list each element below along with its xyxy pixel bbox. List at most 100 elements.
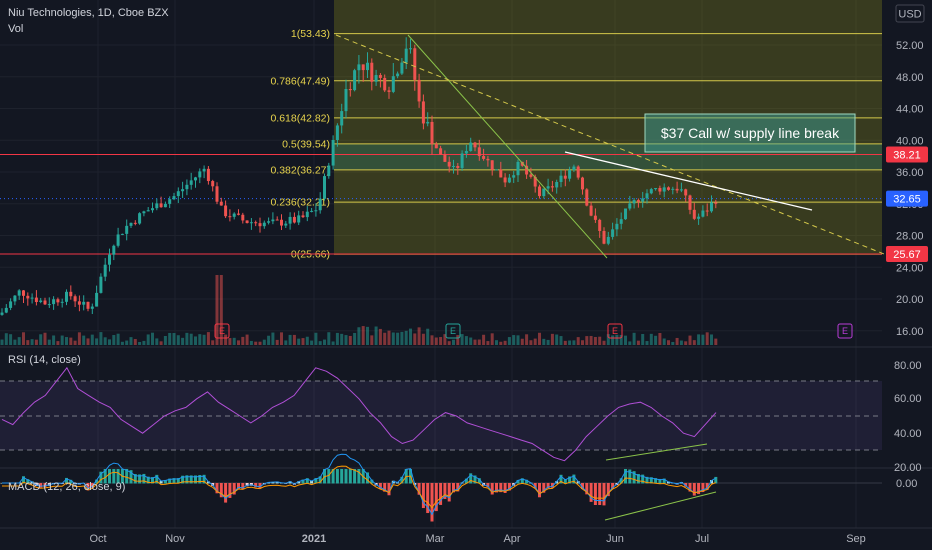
macd-bar <box>624 469 627 484</box>
macd-bar <box>288 481 292 484</box>
fib-level-label: 0.236(32.21) <box>270 197 330 209</box>
macd-bar <box>542 483 546 493</box>
volume-bar <box>520 338 524 345</box>
volume-bar <box>211 340 215 345</box>
volume-bar <box>512 335 516 345</box>
candle-body <box>125 225 129 234</box>
macd-bar <box>581 483 584 490</box>
candle-body <box>22 290 25 296</box>
volume-bar <box>602 340 606 345</box>
volume-bar <box>400 331 404 345</box>
macd-bar <box>327 469 331 484</box>
rsi-tick: 40.00 <box>894 428 922 440</box>
annotation-box[interactable] <box>644 113 856 153</box>
volume-bar <box>568 340 572 345</box>
fib-level-label: 0.5(39.54) <box>282 138 330 150</box>
candle-body <box>77 301 81 305</box>
candle-body <box>383 77 387 91</box>
volume-bar <box>542 338 546 345</box>
macd-bar <box>447 483 451 502</box>
currency-button[interactable] <box>895 4 925 23</box>
candle-body <box>133 222 137 224</box>
macd-bar <box>258 483 262 489</box>
volume-bar <box>581 340 584 345</box>
candle-body <box>142 211 146 214</box>
candle-body <box>163 203 167 208</box>
volume-bars <box>0 275 718 345</box>
volume-bar <box>297 338 301 345</box>
candle-body <box>615 223 619 230</box>
candle-body <box>378 75 382 78</box>
macd-bar <box>26 479 30 484</box>
macd-bar <box>383 483 387 492</box>
time-tick: 2021 <box>302 533 326 545</box>
rsi-label[interactable]: RSI (14, close) <box>8 354 81 366</box>
candle-body <box>340 111 344 126</box>
candle-body <box>688 195 692 210</box>
macd-label[interactable]: MACD (12, 26, close, 9) <box>8 481 125 493</box>
volume-bar <box>159 341 163 345</box>
volume-bar <box>413 333 417 345</box>
volume-bar <box>714 338 718 345</box>
candle-body <box>357 64 361 71</box>
macd-bar <box>378 483 382 489</box>
macd-bar <box>129 470 133 484</box>
symbol-title[interactable]: Niu Technologies, 1D, Cboe BZX <box>8 7 169 19</box>
volume-bar <box>378 328 382 345</box>
macd-bar <box>146 476 150 484</box>
macd-bar <box>525 479 529 484</box>
candle-body <box>632 200 636 204</box>
candle-body <box>361 64 365 71</box>
volume-bar <box>576 337 580 345</box>
volume-bar <box>181 337 185 345</box>
macd-bar <box>95 479 99 484</box>
volume-bar <box>271 332 275 345</box>
macd-bar <box>172 478 176 484</box>
macd-bar <box>353 469 357 484</box>
volume-bar <box>447 341 451 345</box>
macd-bar <box>662 478 666 484</box>
volume-bar <box>90 334 94 345</box>
volume-bar <box>82 335 86 345</box>
price-tag-label: 38.21 <box>893 149 921 161</box>
volume-bar <box>645 341 649 345</box>
candle-body <box>667 187 670 190</box>
macd-bar <box>602 483 606 506</box>
macd-bar <box>237 483 240 489</box>
volume-bar <box>262 339 266 345</box>
candle-body <box>159 203 163 208</box>
candle-body <box>172 196 176 200</box>
volume-bar <box>4 333 8 345</box>
volume-bar <box>206 332 210 345</box>
earnings-markers[interactable]: E E E E <box>214 323 853 339</box>
volume-bar <box>598 336 602 345</box>
macd-bar <box>176 478 180 484</box>
candle-body <box>366 62 369 71</box>
time-axis[interactable]: Oct Nov 2021 Mar Apr Jun Jul Sep <box>89 533 865 545</box>
macd-bar <box>133 474 137 484</box>
macd-bar <box>65 477 68 484</box>
volume-bar <box>585 336 589 345</box>
volume-bar <box>194 336 197 345</box>
macd-bar <box>434 483 438 512</box>
volume-bar <box>280 332 283 345</box>
macd-bar <box>331 469 335 484</box>
volume-bar <box>258 341 262 345</box>
macd-bar <box>658 478 662 484</box>
candle-body <box>387 90 391 92</box>
macd-bar <box>30 481 34 484</box>
volume-bar <box>335 332 339 345</box>
macd-bar <box>452 483 455 493</box>
macd-bar <box>606 483 610 497</box>
macd-line <box>2 453 717 516</box>
volume-bar <box>34 339 38 345</box>
volume-bar <box>26 340 30 345</box>
price-tick: 20.00 <box>896 294 924 306</box>
volume-bar <box>396 332 400 345</box>
volume-bar <box>198 334 202 345</box>
rsi-axis[interactable]: 80.00 60.00 40.00 20.00 <box>894 360 922 474</box>
volume-bar <box>318 341 322 345</box>
macd-bar <box>181 475 185 484</box>
macd-tick[interactable]: 0.00 <box>896 478 917 490</box>
